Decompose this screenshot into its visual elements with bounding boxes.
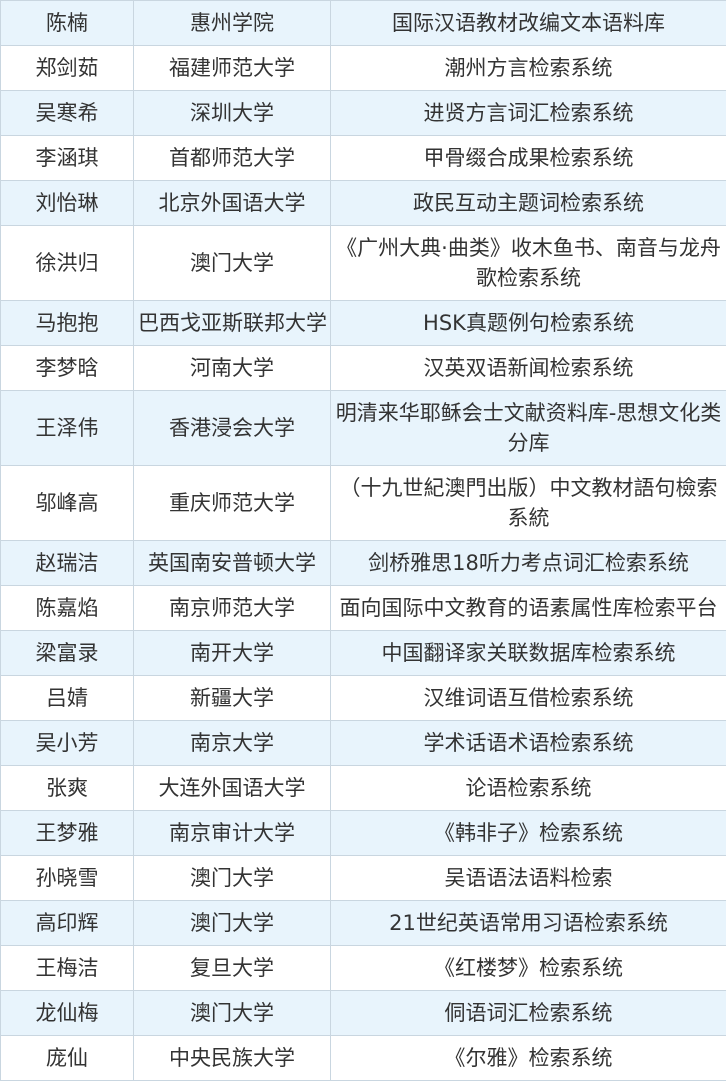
name-cell: 李涵琪 [0,135,134,181]
table-row: 王泽伟 香港浸会大学 明清来华耶稣会士文献资料库-思想文化类分库 [0,390,726,466]
table-row: 孙晓雪 澳门大学 吴语语法语料检索 [0,855,726,901]
system-cell: 明清来华耶稣会士文献资料库-思想文化类分库 [330,390,726,466]
table-row: 王梦雅 南京审计大学 《韩非子》检索系统 [0,810,726,856]
university-cell: 巴西戈亚斯联邦大学 [133,300,331,346]
name-cell: 张爽 [0,765,134,811]
university-cell: 深圳大学 [133,90,331,136]
university-cell: 惠州学院 [133,0,331,46]
name-cell: 刘怡琳 [0,180,134,226]
table-row: 王梅洁 复旦大学 《红楼梦》检索系统 [0,945,726,991]
system-cell: （十九世紀澳門出版）中文教材語句檢索系統 [330,465,726,541]
table-row: 徐洪归 澳门大学 《广州大典·曲类》收木鱼书、南音与龙舟歌检索系统 [0,225,726,301]
system-cell: 政民互动主题词检索系统 [330,180,726,226]
system-cell: 21世纪英语常用习语检索系统 [330,900,726,946]
system-cell: 吴语语法语料检索 [330,855,726,901]
system-cell: 《广州大典·曲类》收木鱼书、南音与龙舟歌检索系统 [330,225,726,301]
system-cell: 《尔雅》检索系统 [330,1035,726,1081]
university-cell: 南京师范大学 [133,585,331,631]
university-cell: 河南大学 [133,345,331,391]
name-cell: 吴寒希 [0,90,134,136]
system-cell: 学术话语术语检索系统 [330,720,726,766]
university-cell: 福建师范大学 [133,45,331,91]
name-cell: 吴小芳 [0,720,134,766]
name-cell: 吕婧 [0,675,134,721]
name-cell: 陈楠 [0,0,134,46]
name-cell: 高印辉 [0,900,134,946]
name-cell: 龙仙梅 [0,990,134,1036]
name-cell: 王泽伟 [0,390,134,466]
system-cell: 汉英双语新闻检索系统 [330,345,726,391]
table-row: 吴寒希 深圳大学 进贤方言词汇检索系统 [0,90,726,136]
university-cell: 澳门大学 [133,225,331,301]
table-row: 赵瑞洁 英国南安普顿大学 剑桥雅思18听力考点词汇检索系统 [0,540,726,586]
system-cell: 《红楼梦》检索系统 [330,945,726,991]
university-cell: 南京大学 [133,720,331,766]
name-cell: 徐洪归 [0,225,134,301]
name-cell: 陈嘉焰 [0,585,134,631]
system-cell: 汉维词语互借检索系统 [330,675,726,721]
table-row: 李涵琪 首都师范大学 甲骨缀合成果检索系统 [0,135,726,181]
university-cell: 北京外国语大学 [133,180,331,226]
table-row: 郑剑茹 福建师范大学 潮州方言检索系统 [0,45,726,91]
system-cell: 侗语词汇检索系统 [330,990,726,1036]
name-cell: 李梦晗 [0,345,134,391]
table-row: 吕婧 新疆大学 汉维词语互借检索系统 [0,675,726,721]
university-cell: 澳门大学 [133,900,331,946]
university-cell: 中央民族大学 [133,1035,331,1081]
name-cell: 庞仙 [0,1035,134,1081]
university-cell: 重庆师范大学 [133,465,331,541]
system-cell: 剑桥雅思18听力考点词汇检索系统 [330,540,726,586]
table-row: 龙仙梅 澳门大学 侗语词汇检索系统 [0,990,726,1036]
university-cell: 澳门大学 [133,855,331,901]
system-cell: 《韩非子》检索系统 [330,810,726,856]
table-row: 刘怡琳 北京外国语大学 政民互动主题词检索系统 [0,180,726,226]
name-cell: 王梦雅 [0,810,134,856]
system-cell: 面向国际中文教育的语素属性库检索平台 [330,585,726,631]
table-row: 邬峰高 重庆师范大学 （十九世紀澳門出版）中文教材語句檢索系統 [0,465,726,541]
system-cell: 国际汉语教材改编文本语料库 [330,0,726,46]
university-cell: 香港浸会大学 [133,390,331,466]
name-cell: 赵瑞洁 [0,540,134,586]
name-cell: 郑剑茹 [0,45,134,91]
university-cell: 新疆大学 [133,675,331,721]
name-cell: 王梅洁 [0,945,134,991]
name-cell: 马抱抱 [0,300,134,346]
name-cell: 梁富录 [0,630,134,676]
system-cell: 论语检索系统 [330,765,726,811]
university-cell: 大连外国语大学 [133,765,331,811]
system-cell: 中国翻译家关联数据库检索系统 [330,630,726,676]
system-cell: 潮州方言检索系统 [330,45,726,91]
system-cell: HSK真题例句检索系统 [330,300,726,346]
table-row: 马抱抱 巴西戈亚斯联邦大学 HSK真题例句检索系统 [0,300,726,346]
name-cell: 邬峰高 [0,465,134,541]
university-cell: 南京审计大学 [133,810,331,856]
university-cell: 复旦大学 [133,945,331,991]
table-row: 庞仙 中央民族大学 《尔雅》检索系统 [0,1035,726,1081]
table-row: 吴小芳 南京大学 学术话语术语检索系统 [0,720,726,766]
university-cell: 澳门大学 [133,990,331,1036]
university-cell: 英国南安普顿大学 [133,540,331,586]
university-cell: 南开大学 [133,630,331,676]
table-row: 张爽 大连外国语大学 论语检索系统 [0,765,726,811]
system-cell: 进贤方言词汇检索系统 [330,90,726,136]
table-row: 陈楠 惠州学院 国际汉语教材改编文本语料库 [0,0,726,46]
table-row: 李梦晗 河南大学 汉英双语新闻检索系统 [0,345,726,391]
system-cell: 甲骨缀合成果检索系统 [330,135,726,181]
table-row: 陈嘉焰 南京师范大学 面向国际中文教育的语素属性库检索平台 [0,585,726,631]
table-row: 高印辉 澳门大学 21世纪英语常用习语检索系统 [0,900,726,946]
table-row: 梁富录 南开大学 中国翻译家关联数据库检索系统 [0,630,726,676]
name-cell: 孙晓雪 [0,855,134,901]
university-cell: 首都师范大学 [133,135,331,181]
